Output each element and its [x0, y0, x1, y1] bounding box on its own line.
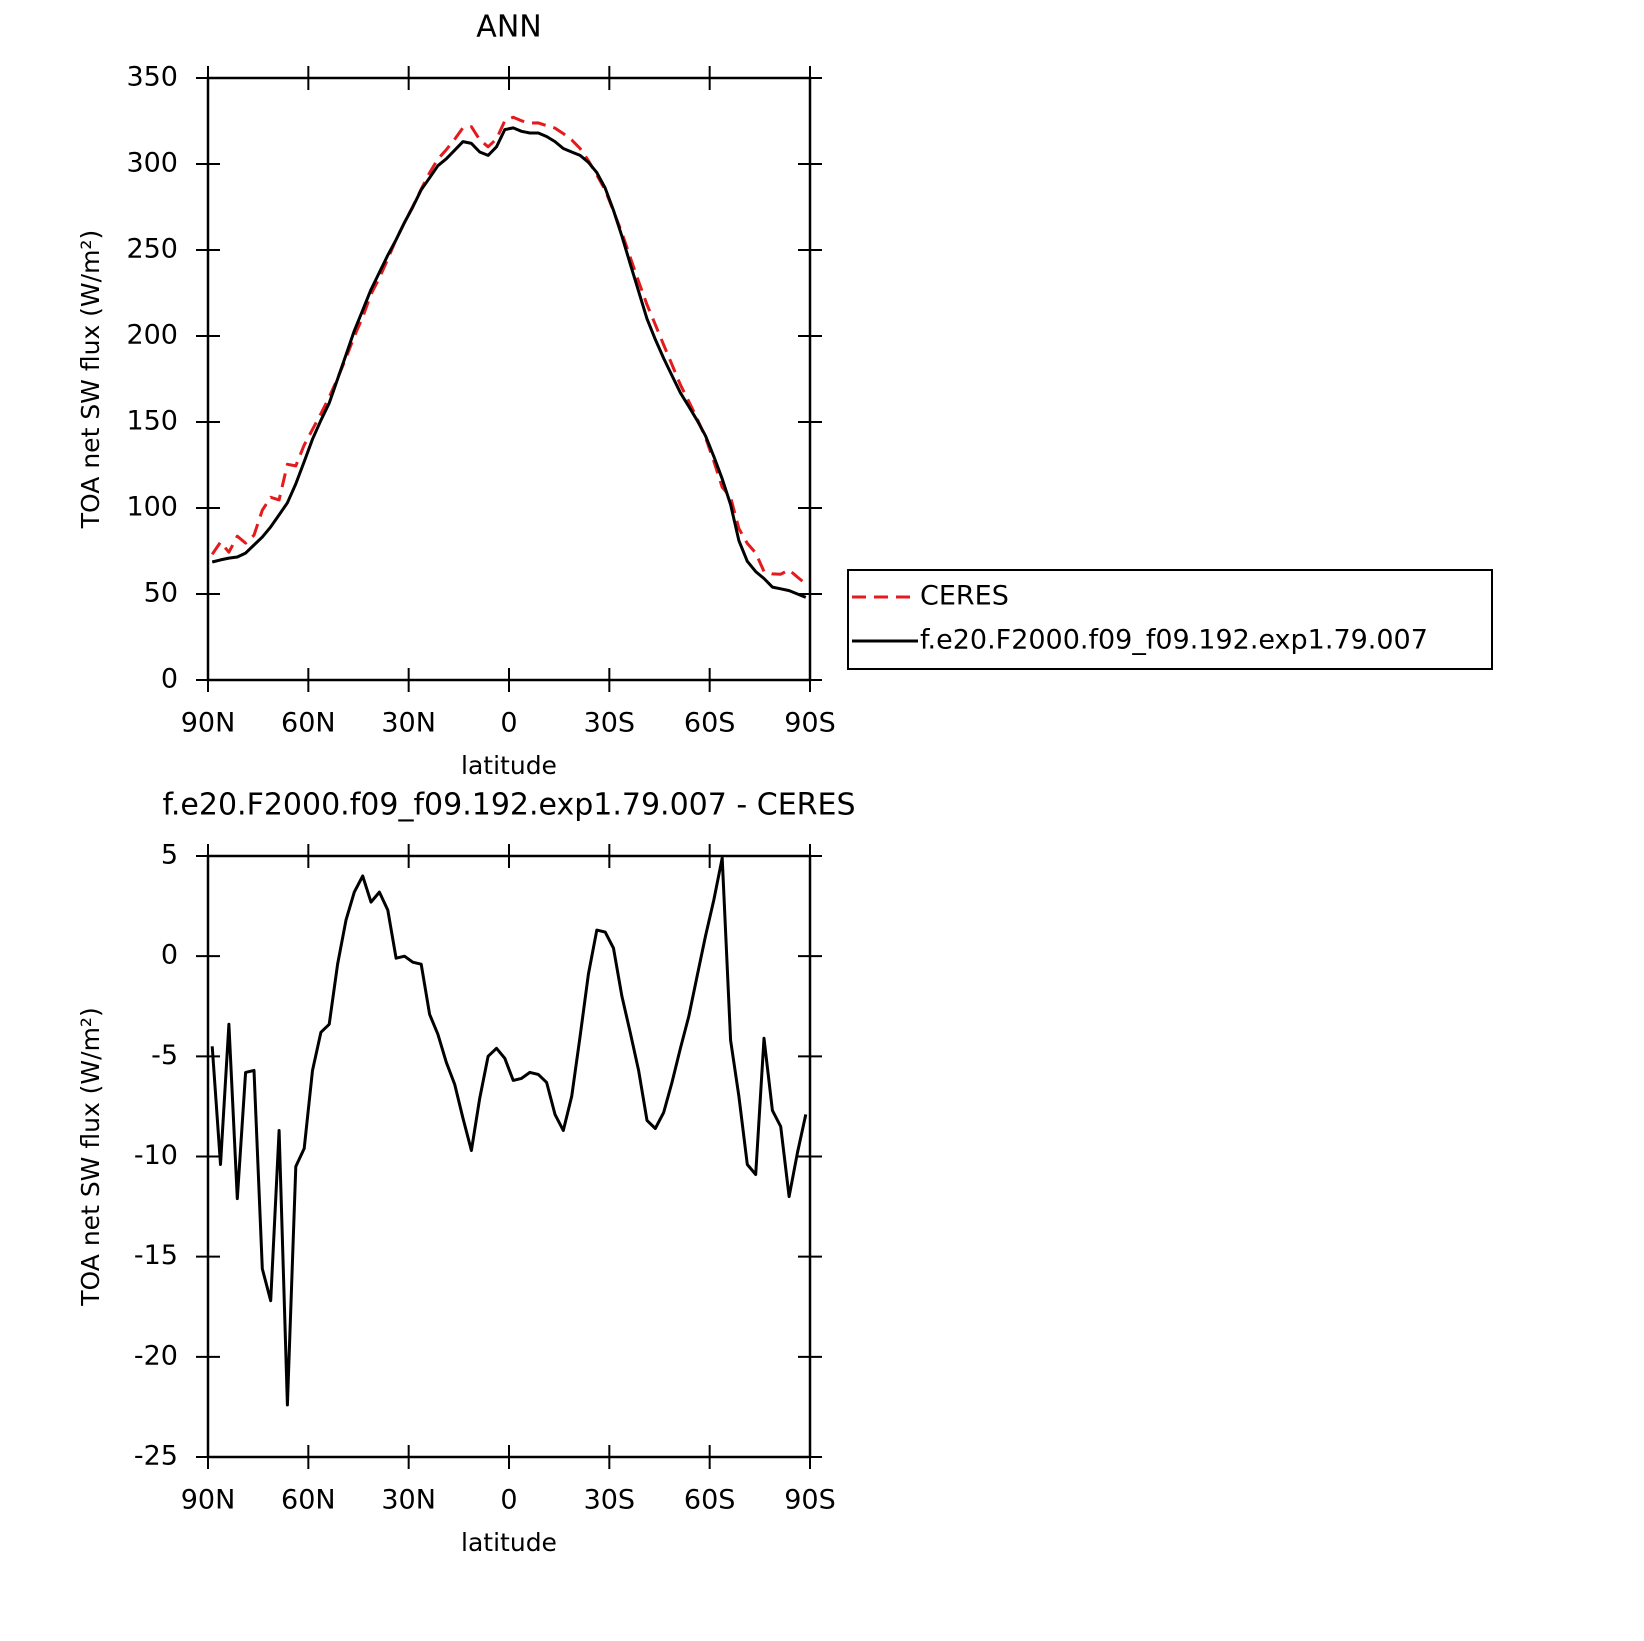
y-tick-label: -10	[134, 1140, 178, 1171]
y-axis-label: TOA net SW flux (W/m²)	[76, 230, 105, 529]
y-tick-label: -15	[134, 1240, 178, 1271]
data-line	[211, 126, 807, 599]
x-tick-label: 60S	[684, 1485, 736, 1516]
y-axis-label: TOA net SW flux (W/m²)	[76, 1007, 105, 1306]
y-tick-label: 300	[126, 148, 178, 179]
plot-frame	[206, 854, 812, 1459]
chart-title: ANN	[476, 10, 541, 45]
x-tick-label: 90S	[784, 1485, 836, 1516]
x-axis-label: latitude	[461, 751, 557, 780]
y-tick-label: 100	[126, 492, 178, 523]
x-tick-label: 90S	[784, 708, 836, 739]
data-line	[210, 856, 808, 1407]
y-tick-label: 50	[144, 578, 178, 609]
y-tick-label: -25	[134, 1441, 178, 1472]
y-tick-label: 250	[126, 234, 178, 265]
x-tick-label: 0	[500, 1485, 517, 1516]
legend-label: f.e20.F2000.f09_f09.192.exp1.79.007	[920, 625, 1428, 656]
x-axis-label: latitude	[461, 1528, 557, 1557]
x-tick-label: 90N	[181, 1485, 236, 1516]
y-tick-label: 200	[126, 320, 178, 351]
x-tick-label: 60N	[281, 708, 336, 739]
x-tick-label: 30S	[584, 1485, 636, 1516]
x-tick-label: 30N	[381, 1485, 436, 1516]
y-tick-label: 350	[126, 62, 178, 93]
legend-box	[847, 569, 1493, 670]
y-tick-label: 150	[126, 406, 178, 437]
y-tick-label: 0	[161, 940, 178, 971]
x-tick-label: 60N	[281, 1485, 336, 1516]
plot-frame	[206, 76, 812, 682]
x-tick-label: 0	[500, 708, 517, 739]
y-tick-label: 5	[161, 840, 178, 871]
y-tick-label: -5	[151, 1040, 178, 1071]
x-tick-label: 60S	[684, 708, 736, 739]
chart-title: f.e20.F2000.f09_f09.192.exp1.79.007 - CE…	[163, 788, 856, 823]
y-tick-label: -20	[134, 1340, 178, 1371]
legend-label: CERES	[920, 581, 1009, 612]
y-tick-label: 0	[161, 664, 178, 695]
x-tick-label: 30S	[584, 708, 636, 739]
x-tick-label: 90N	[181, 708, 236, 739]
x-tick-label: 30N	[381, 708, 436, 739]
